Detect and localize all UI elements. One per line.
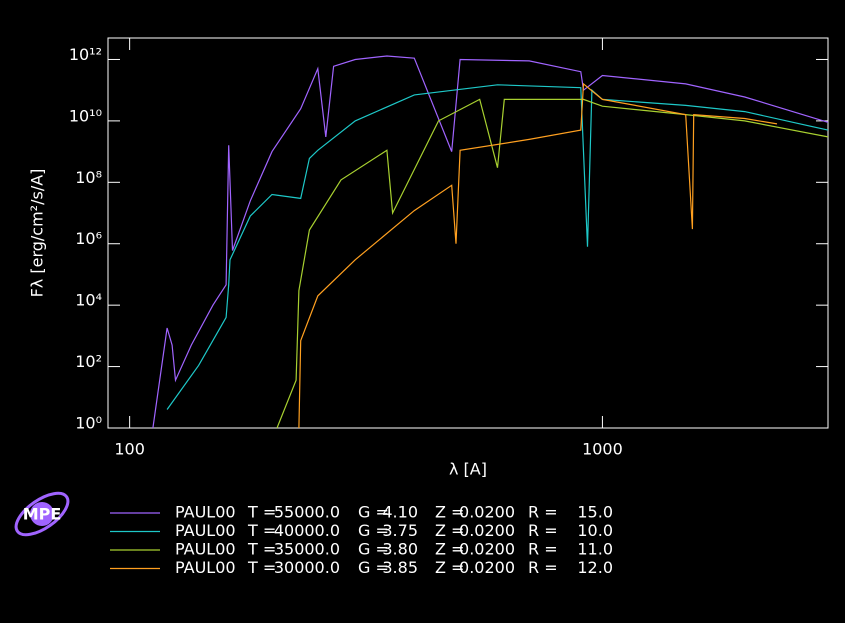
legend-param: G = (358, 521, 389, 540)
y-axis-label: Fλ [erg/cm²/s/A] (28, 169, 47, 298)
legend-label: PAUL00 (175, 540, 236, 559)
legend-param: R = (528, 558, 558, 577)
legend-label: PAUL00 (175, 521, 236, 540)
legend-param: 40000.0 (274, 521, 340, 540)
legend-param: Z = (435, 503, 464, 522)
legend-param: R = (528, 503, 558, 522)
legend-param: R = (528, 521, 558, 540)
legend-param: Z = (435, 558, 464, 577)
legend-param: 11.0 (577, 540, 613, 559)
logo-disc (30, 502, 54, 526)
legend-param: T = (247, 521, 276, 540)
legend-param: 0.0200 (459, 521, 515, 540)
x-axis-label: λ [A] (449, 460, 487, 479)
x-tick-label: 1000 (582, 440, 623, 459)
legend-param: 35000.0 (274, 540, 340, 559)
spectrum-line (298, 82, 778, 429)
logo-ring (14, 491, 70, 537)
legend-param: G = (358, 558, 389, 577)
y-tick-label: 10¹⁰ (69, 106, 102, 125)
legend-param: G = (358, 503, 389, 522)
logo: MPE (14, 491, 70, 537)
plot-frame (107, 37, 829, 429)
legend-param: 10.0 (577, 521, 613, 540)
legend-param: 15.0 (577, 503, 613, 522)
legend-param: 12.0 (577, 558, 613, 577)
legend-param: 55000.0 (274, 503, 340, 522)
legend-param: G = (358, 540, 389, 559)
legend-param: 0.0200 (459, 540, 515, 559)
legend-param: 30000.0 (274, 558, 340, 577)
legend-param: 0.0200 (459, 503, 515, 522)
legend-label: PAUL00 (175, 503, 236, 522)
y-tick-label: 10⁸ (75, 168, 102, 187)
spectrum-line (276, 98, 829, 429)
y-tick-label: 10⁰ (75, 414, 102, 433)
spectrum-line (152, 55, 829, 429)
legend-label: PAUL00 (175, 558, 236, 577)
legend-param: T = (247, 503, 276, 522)
legend-param: 3.80 (382, 540, 418, 559)
legend-param: 3.75 (382, 521, 418, 540)
y-tick-label: 10⁴ (75, 291, 102, 310)
y-tick-label: 10² (75, 352, 102, 371)
legend-param: T = (247, 540, 276, 559)
legend-param: 3.85 (382, 558, 418, 577)
legend-param: 4.10 (382, 503, 418, 522)
legend-param: R = (528, 540, 558, 559)
legend-param: T = (247, 558, 276, 577)
legend-param: Z = (435, 521, 464, 540)
x-tick-label: 100 (114, 440, 145, 459)
y-tick-label: 10⁶ (75, 229, 102, 248)
logo-text: MPE (23, 505, 62, 524)
legend-param: Z = (435, 540, 464, 559)
y-tick-label: 10¹² (69, 45, 102, 64)
legend-param: 0.0200 (459, 558, 515, 577)
